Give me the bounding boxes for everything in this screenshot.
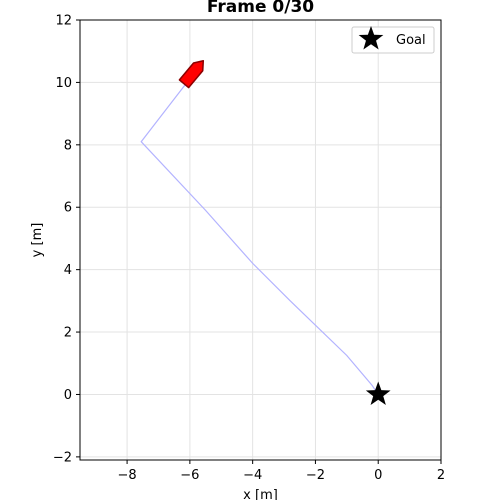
y-tick-label: 4	[64, 263, 72, 278]
tick-layer: −8 −6 −4 −2 0 2 −2 0 2 4 6 8 10 12	[53, 14, 445, 484]
legend-goal-label: Goal	[396, 33, 426, 48]
y-tick-label: 10	[55, 76, 72, 91]
chart-title: Frame 0/30	[207, 0, 314, 17]
y-tick-label: −2	[53, 450, 72, 465]
vehicle-body	[178, 59, 205, 89]
y-axis-label: y [m]	[30, 223, 45, 258]
x-tick-label: −2	[306, 468, 325, 483]
vehicle-arrow-marker	[178, 59, 205, 89]
y-tick-label: 0	[64, 388, 72, 403]
x-tick-label: −4	[243, 468, 262, 483]
goal-star-marker	[365, 381, 391, 405]
y-tick-label: 8	[64, 138, 72, 153]
x-tick-label: −8	[118, 468, 137, 483]
y-tick-label: 2	[64, 326, 72, 341]
x-tick-label: 2	[437, 468, 445, 483]
trajectory-line	[140, 74, 379, 395]
y-tick-label: 12	[55, 14, 72, 29]
x-tick-label: −6	[180, 468, 199, 483]
legend-goal-star-icon	[358, 26, 384, 50]
data-layer	[140, 59, 391, 405]
x-tick-label: 0	[374, 468, 382, 483]
plot-frame	[79, 19, 442, 461]
x-axis-label: x [m]	[243, 488, 278, 500]
legend: Goal	[351, 26, 435, 54]
y-tick-label: 6	[64, 201, 72, 216]
